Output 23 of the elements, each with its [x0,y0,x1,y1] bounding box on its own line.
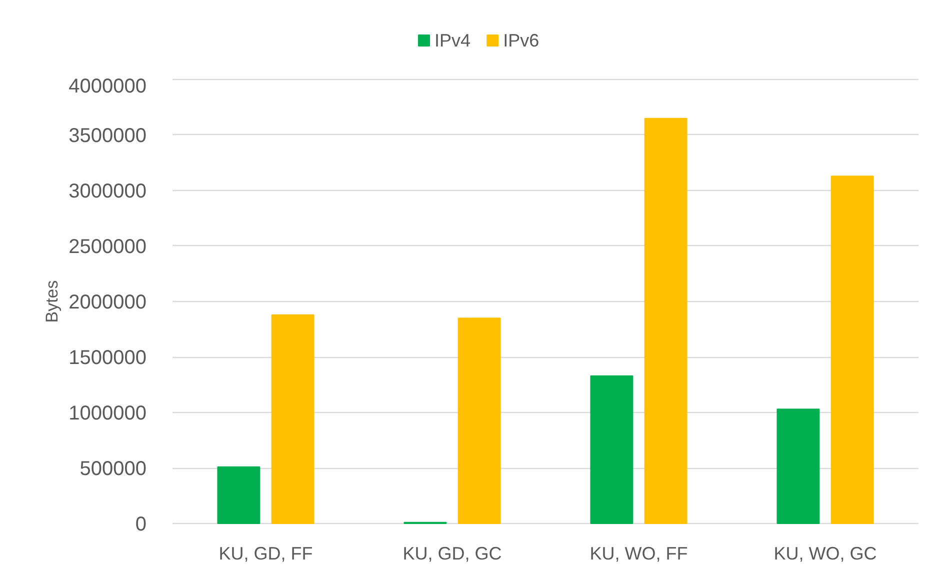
y-tick-label: 0 [135,514,146,536]
bar [271,314,314,524]
bar [458,318,501,524]
x-tick-label: KU, WO, FF [590,544,688,564]
bar [644,118,688,524]
x-tick-label: KU, GD, FF [218,544,313,564]
bar [217,466,260,524]
y-tick-label: 2500000 [68,236,147,258]
x-tick-label: KU, WO, GC [774,544,877,564]
y-tick-label: 500000 [80,458,147,480]
y-tick-label: 1500000 [68,347,147,369]
bar [830,176,874,524]
legend-label: IPv6 [503,30,540,50]
bar [776,408,820,524]
x-tick-label: KU, GD, GC [402,544,502,564]
y-tick-label: 3000000 [68,180,147,202]
y-axis-title: Bytes [42,280,62,323]
bar [590,375,634,524]
y-tick-label: 3500000 [68,125,147,147]
y-tick-label: 2000000 [68,292,147,314]
legend-label: IPv4 [434,30,471,50]
y-tick-label: 4000000 [68,76,147,98]
y-tick-label: 1000000 [68,402,147,424]
